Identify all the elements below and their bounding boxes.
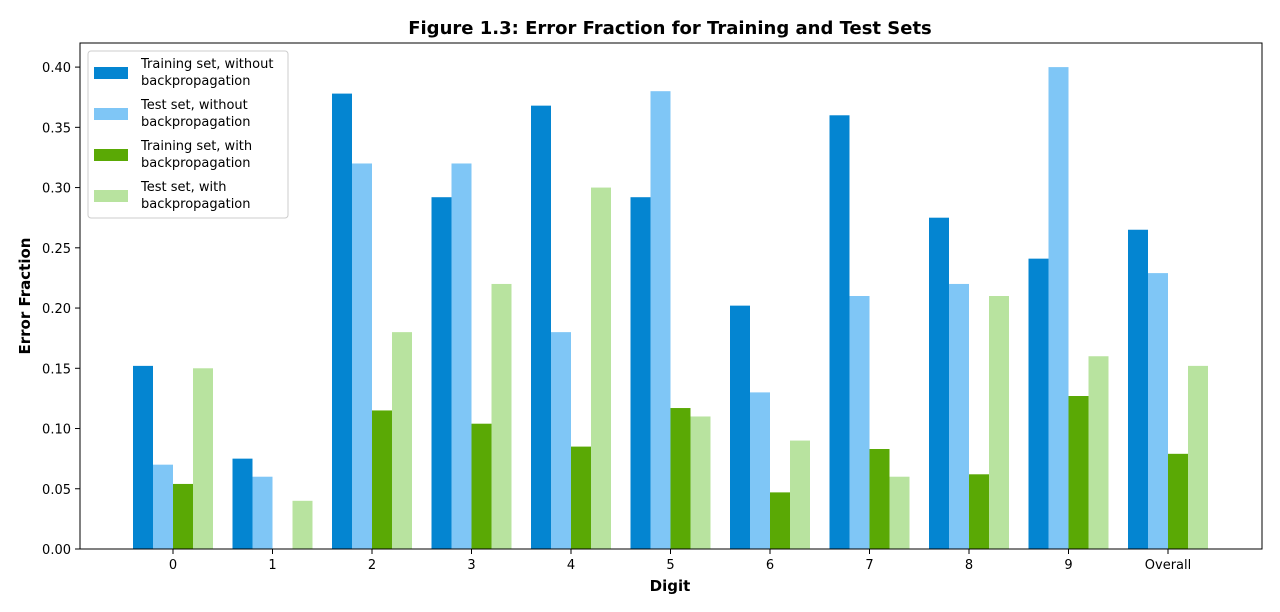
bar-series-2-digit-9 — [1048, 67, 1069, 549]
bar-series-1-digit-7 — [829, 115, 850, 549]
bar-series-1-digit-5 — [630, 197, 651, 549]
bar-series-1-digit-overall — [1128, 229, 1148, 550]
bar-series-4-digit-3 — [491, 283, 512, 549]
bar-series-1-digit-8 — [929, 217, 949, 549]
x-tick-label: Overall — [1145, 558, 1191, 573]
y-tick-label: 0.40 — [42, 61, 71, 76]
bar-series-3-digit-2 — [372, 410, 392, 549]
bar-series-3-digit-7 — [869, 449, 890, 549]
bar-series-2-digit-overall — [1148, 273, 1168, 549]
legend-swatch-2 — [94, 108, 128, 120]
bar-series-3-digit-6 — [770, 492, 790, 549]
bar-series-3-digit-5 — [670, 408, 691, 549]
bar-series-4-digit-8 — [989, 296, 1009, 549]
y-tick-label: 0.10 — [42, 423, 71, 438]
x-tick-label: 3 — [467, 558, 475, 573]
x-tick-label: 7 — [865, 558, 873, 573]
bar-series-2-digit-7 — [849, 296, 870, 549]
y-tick-label: 0.15 — [42, 362, 71, 377]
bar-series-2-digit-5 — [650, 91, 671, 549]
legend-swatch-1 — [94, 67, 128, 79]
legend-swatch-3 — [94, 149, 128, 161]
bar-series-2-digit-2 — [352, 163, 372, 550]
x-tick-label: 8 — [965, 558, 973, 573]
x-tick-label: 2 — [368, 558, 376, 573]
bar-series-2-digit-6 — [750, 392, 770, 549]
x-tick-label: 9 — [1064, 558, 1072, 573]
bar-series-4-digit-1 — [292, 500, 313, 549]
legend-swatch-4 — [94, 190, 128, 202]
bar-series-2-digit-3 — [451, 163, 472, 550]
bar-series-2-digit-4 — [551, 332, 571, 549]
legend-label-3: backpropagation — [141, 156, 251, 171]
bar-series-4-digit-9 — [1088, 356, 1109, 549]
x-axis-label: Digit — [650, 577, 691, 595]
y-axis: 0.00 0.05 0.10 0.15 0.20 0.25 0.30 0.35 0.40 — [42, 61, 80, 558]
bar-series-1-digit-2 — [332, 93, 352, 549]
x-tick-label: 6 — [766, 558, 774, 573]
bar-series-4-digit-6 — [790, 440, 810, 549]
bar-series-1-digit-4 — [531, 105, 551, 550]
bar-series-2-digit-8 — [949, 283, 969, 549]
bar-series-3-digit-3 — [471, 423, 492, 549]
y-axis-label: Error Fraction — [16, 238, 34, 355]
y-tick-label: 0.35 — [42, 121, 71, 136]
x-axis: 0 1 2 3 4 5 6 7 8 9 Overall — [169, 549, 1191, 573]
legend-label-4: backpropagation — [141, 197, 251, 212]
legend-label-1: Training set, without — [140, 57, 273, 72]
bar-series-3-digit-overall — [1168, 453, 1188, 549]
bar-series-4-digit-7 — [889, 476, 910, 549]
bar-series-3-digit-8 — [969, 474, 989, 549]
bar-series-1-digit-1 — [232, 458, 253, 549]
x-tick-label: 1 — [268, 558, 276, 573]
bar-series-1-digit-9 — [1028, 258, 1049, 549]
bar-series-4-digit-5 — [690, 416, 711, 549]
bar-series-4-digit-4 — [591, 187, 611, 549]
x-tick-label: 0 — [169, 558, 177, 573]
legend-label-4: Test set, with — [140, 180, 226, 195]
bar-series-2-digit-1 — [252, 476, 273, 549]
bar-series-1-digit-3 — [431, 197, 452, 549]
y-tick-label: 0.20 — [42, 302, 71, 317]
legend-label-1: backpropagation — [141, 74, 251, 89]
bar-series-1-digit-0 — [133, 365, 153, 549]
x-tick-label: 5 — [666, 558, 674, 573]
bar-series-1-digit-6 — [730, 305, 750, 549]
y-tick-label: 0.30 — [42, 182, 71, 197]
chart-title: Figure 1.3: Error Fraction for Training … — [408, 18, 932, 39]
bar-series-3-digit-4 — [571, 446, 591, 549]
y-tick-label: 0.00 — [42, 543, 71, 558]
legend: Training set, without backpropagation Test… — [87, 50, 289, 219]
bar-series-4-digit-2 — [392, 332, 412, 549]
bars-layer — [133, 67, 1208, 550]
y-tick-label: 0.05 — [42, 483, 71, 498]
x-tick-label: 4 — [567, 558, 575, 573]
legend-box — [87, 50, 289, 219]
legend-label-2: Test set, without — [140, 98, 248, 113]
bar-series-4-digit-overall — [1188, 365, 1208, 549]
bar-series-3-digit-0 — [173, 483, 193, 549]
y-tick-label: 0.25 — [42, 242, 71, 257]
bar-series-4-digit-0 — [193, 368, 213, 549]
legend-label-2: backpropagation — [141, 115, 251, 130]
legend-label-3: Training set, with — [140, 139, 252, 154]
bar-series-3-digit-9 — [1068, 396, 1089, 549]
bar-series-2-digit-0 — [153, 464, 173, 549]
